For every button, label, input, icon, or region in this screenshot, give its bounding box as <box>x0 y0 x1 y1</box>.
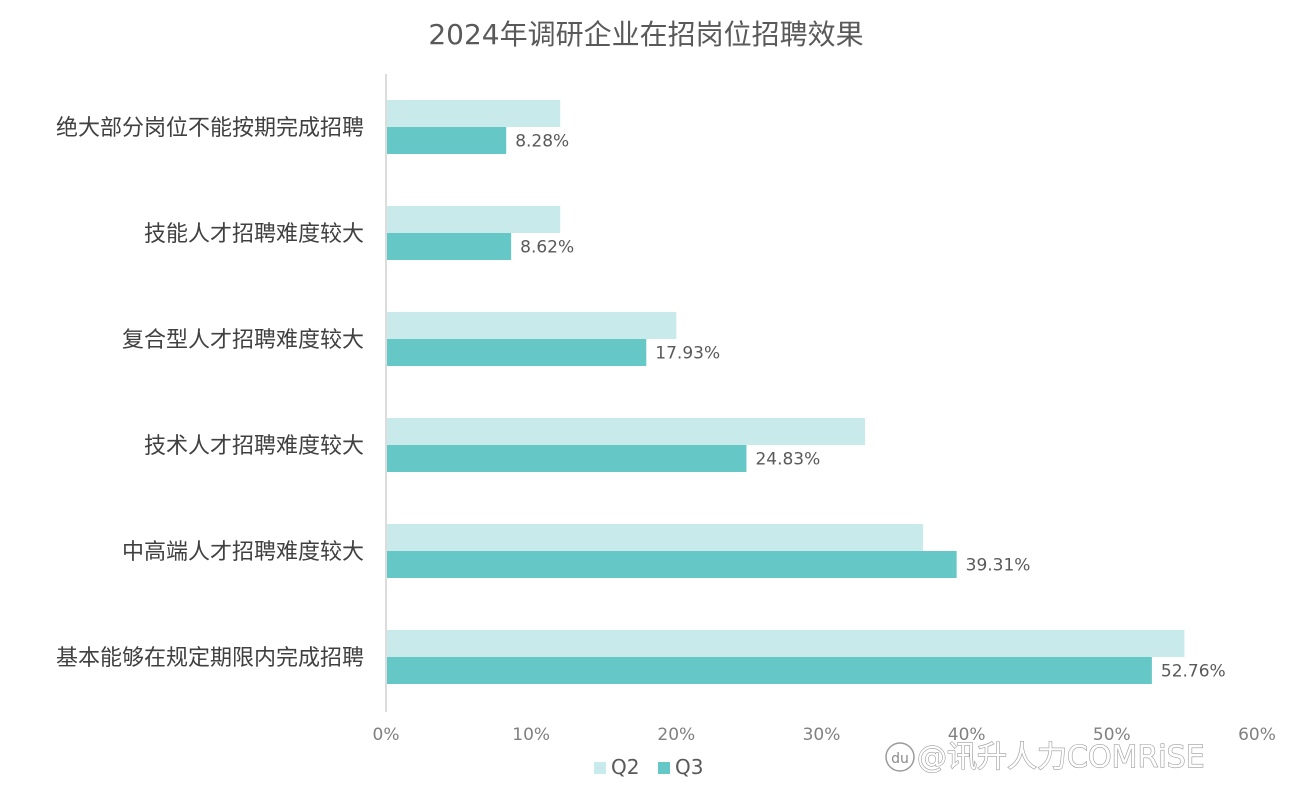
category-label: 中高端人才招聘难度较大 <box>122 540 364 565</box>
x-tick-label: 60% <box>1238 725 1276 745</box>
category-label: 技能人才招聘难度较大 <box>144 222 364 247</box>
category-label: 复合型人才招聘难度较大 <box>122 328 364 353</box>
bar-q3-0 <box>387 127 507 154</box>
bar-q2-2 <box>387 312 677 339</box>
category-labels: 绝大部分岗位不能按期完成招聘技能人才招聘难度较大复合型人才招聘难度较大技术人才招… <box>56 116 364 671</box>
x-tick-label: 20% <box>657 725 695 745</box>
watermark-text: @讯升人力COMRiSE <box>917 740 1205 775</box>
legend-label-q3: Q3 <box>675 755 703 779</box>
bar-q3-2 <box>387 339 647 366</box>
x-tick-label: 0% <box>373 725 400 745</box>
x-tick-label: 10% <box>512 725 550 745</box>
bar-q3-5 <box>387 657 1152 684</box>
chart-title: 2024年调研企业在招岗位招聘效果 <box>428 18 863 51</box>
data-label: 8.28% <box>515 132 569 152</box>
legend-swatch-q2 <box>594 762 606 774</box>
category-label: 基本能够在规定期限内完成招聘 <box>56 646 364 671</box>
bar-q2-5 <box>387 630 1185 657</box>
data-labels: 8.28% 8.62% 17.93% 24.83% 39.31% 52.76% <box>515 132 1226 682</box>
bars-group <box>387 100 1185 684</box>
bar-q2-3 <box>387 418 866 445</box>
data-label: 52.76% <box>1161 662 1226 682</box>
bar-q2-1 <box>387 206 561 233</box>
data-label: 8.62% <box>520 238 574 258</box>
legend: Q2 Q3 <box>594 755 703 779</box>
bar-q3-4 <box>387 551 957 578</box>
legend-swatch-q3 <box>658 762 670 774</box>
bar-q2-0 <box>387 100 561 127</box>
data-label: 17.93% <box>655 344 720 364</box>
legend-label-q2: Q2 <box>611 755 639 779</box>
category-label: 绝大部分岗位不能按期完成招聘 <box>56 116 364 141</box>
x-tick-label: 50% <box>1093 725 1131 745</box>
data-label: 24.83% <box>755 450 820 470</box>
bar-q2-4 <box>387 524 924 551</box>
watermark-logo-text: du <box>891 751 909 767</box>
data-label: 39.31% <box>966 556 1031 576</box>
x-tick-label: 30% <box>803 725 841 745</box>
watermark: du @讯升人力COMRiSE <box>885 739 1205 776</box>
x-tick-labels: 0% 10% 20% 30% 40% 50% 60% <box>373 725 1276 745</box>
bar-q3-3 <box>387 445 747 472</box>
bar-q3-1 <box>387 233 512 260</box>
watermark-logo-icon <box>885 742 915 772</box>
x-tick-label: 40% <box>948 725 986 745</box>
category-label: 技术人才招聘难度较大 <box>144 434 364 459</box>
